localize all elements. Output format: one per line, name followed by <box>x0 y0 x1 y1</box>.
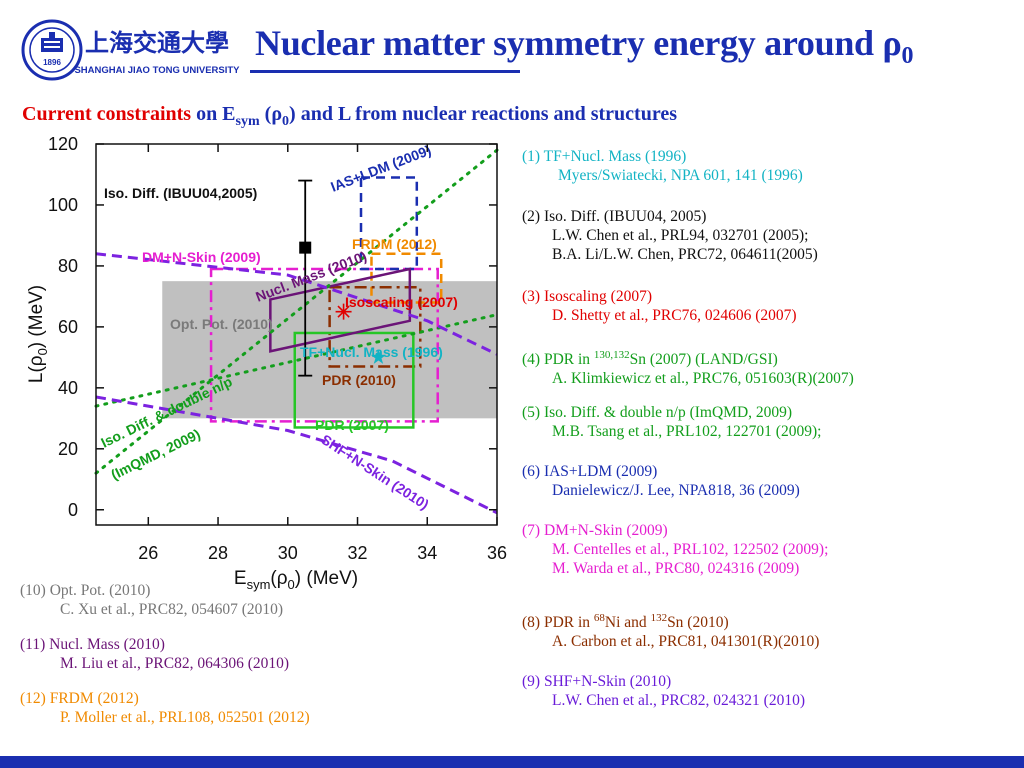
symmetry-energy-chart: Iso. Diff. (IBUU04,2005) IAS+LDM (2009)FR… <box>26 134 507 592</box>
page-title: Nuclear matter symmetry energy around ρ0 <box>255 22 913 70</box>
axis-ticks: 26 28 30 32 34 36 0 20 40 60 80 100 120 <box>48 134 507 563</box>
reference-right-9: (9) SHF+N-Skin (2010) L.W. Chen et al., P… <box>522 672 805 710</box>
subtitle-blue-b: (ρ <box>259 103 283 125</box>
reference-title: (3) Isoscaling (2007) <box>522 288 652 305</box>
reference-title: (10) Opt. Pot. (2010) <box>20 582 151 599</box>
annotation-tf-nucl-mass-1996: TF+Nucl. Mass (1996) <box>300 344 443 360</box>
annotation-dm-n-skin-2009: DM+N-Skin (2009) <box>142 249 261 265</box>
reference-citation: L.W. Chen et al., PRL94, 032701 (2005); <box>552 227 809 244</box>
logo-chinese-name: 上海交通大學 <box>85 28 229 57</box>
line-dm-n-skin-2009-2 <box>95 252 498 356</box>
reference-title: (2) Iso. Diff. (IBUU04, 2005) <box>522 208 707 225</box>
title-text: Nuclear matter symmetry energy around ρ <box>255 23 902 63</box>
footer-bar <box>0 756 1024 768</box>
reference-citation: M.B. Tsang et al., PRL102, 122701 (2009)… <box>552 423 822 440</box>
reference-right-3: (3) Isoscaling (2007) D. Shetty et al., P… <box>522 287 797 325</box>
region-ias-ldm-2009 <box>359 176 419 271</box>
reference-citation: A. Carbon et al., PRC81, 041301(R)(2010) <box>552 633 820 651</box>
reference-right-6: (6) IAS+LDM (2009) Danielewicz/J. Lee, NP… <box>522 462 800 500</box>
x-tick-label-36: 36 <box>487 543 507 563</box>
point-isoscaling-2007 <box>335 303 352 320</box>
y-tick-label-80: 80 <box>58 256 78 276</box>
constraint-points <box>298 179 387 377</box>
reference-title: (7) DM+N-Skin (2009) <box>522 522 668 539</box>
slide-subtitle: Current constraints on Esym (ρ0) and L f… <box>22 103 677 130</box>
reference-citation: A. Klimkiewicz et al., PRC76, 051603(R)(… <box>552 370 854 388</box>
annotation-pdr-2010: PDR (2010) <box>322 372 396 388</box>
reference-left-1: (10) Opt. Pot. (2010) C. Xu et al., PRC82… <box>20 581 283 619</box>
y-tick-label-20: 20 <box>58 439 78 459</box>
reference-citation: Danielewicz/J. Lee, NPA818, 36 (2009) <box>552 482 800 499</box>
reference-left-2: (11) Nucl. Mass (2010) M. Liu et al., PRC… <box>20 635 289 673</box>
reference-right-4: (4) PDR in 130,132Sn (2007) (LAND/GSI) A.… <box>522 346 854 388</box>
region-dm-n-skin-2009 <box>209 267 439 423</box>
reference-citation: Myers/Swiatecki, NPA 601, 141 (1996) <box>558 167 803 184</box>
reference-right-2: (2) Iso. Diff. (IBUU04, 2005) L.W. Chen e… <box>522 207 818 264</box>
reference-title: (8) PDR in 68Ni and 132Sn (2010) <box>522 612 729 632</box>
reference-citation: M. Centelles et al., PRL102, 122502 (200… <box>552 541 829 558</box>
x-tick-label-32: 32 <box>348 543 368 563</box>
reference-title: (1) TF+Nucl. Mass (1996) <box>522 148 687 165</box>
constraint-lines <box>94 148 499 515</box>
reference-right-7: (7) DM+N-Skin (2009) M. Centelles et al.,… <box>522 521 828 578</box>
subtitle-blue-a: on E <box>191 103 236 125</box>
subtitle-red: Current constraints <box>22 103 192 125</box>
annotation-isoscaling-2007: Isoscaling (2007) <box>345 294 458 310</box>
reference-citation: P. Moller et al., PRL108, 052501 (2012) <box>60 709 310 726</box>
x-tick-label-34: 34 <box>417 543 437 563</box>
y-axis-label: L(ρ0) (MeV) <box>26 285 50 383</box>
x-tick-label-30: 30 <box>278 543 298 563</box>
title-underline <box>250 70 520 73</box>
line-iso-diff-double-n-p-imqmd-2009-1 <box>94 313 499 408</box>
reference-title: (4) PDR in 130,132Sn (2007) (LAND/GSI) <box>522 349 778 369</box>
y-tick-label-120: 120 <box>48 134 78 154</box>
point-tf-nucl-mass-1996 <box>370 349 387 364</box>
region-pdr-2010 <box>328 286 422 368</box>
plot-frame <box>95 143 498 526</box>
y-tick-label-0: 0 <box>68 500 78 520</box>
reference-citation: D. Shetty et al., PRC76, 024606 (2007) <box>552 307 797 324</box>
y-tick-label-100: 100 <box>48 195 78 215</box>
reference-title: (6) IAS+LDM (2009) <box>522 463 658 480</box>
reference-title: (9) SHF+N-Skin (2010) <box>522 673 672 690</box>
subtitle-blue-c: ) and L from nuclear reactions and struc… <box>289 103 677 125</box>
y-tick-label-40: 40 <box>58 378 78 398</box>
x-tick-label-28: 28 <box>208 543 228 563</box>
x-axis-label: Esym(ρ0) (MeV) <box>234 568 358 592</box>
reference-citation: L.W. Chen et al., PRC82, 024321 (2010) <box>552 692 806 709</box>
reference-citation: B.A. Li/L.W. Chen, PRC72, 064611(2005) <box>552 246 818 263</box>
annotation-iso-diff-ibuu04-2005: Iso. Diff. (IBUU04,2005) <box>104 185 257 201</box>
annotation-opt-pot-2010: Opt. Pot. (2010) <box>170 316 273 332</box>
university-logo: 1896 上海交通大學 SHANGHAI JIAO TONG UNIVERSIT… <box>20 18 240 82</box>
title-subscript: 0 <box>901 43 914 70</box>
constraint-regions <box>162 176 497 429</box>
reference-right-8: (8) PDR in 68Ni and 132Sn (2010) A. Carbo… <box>522 609 819 651</box>
reference-citation: C. Xu et al., PRC82, 054607 (2010) <box>60 601 284 618</box>
reference-title: (12) FRDM (2012) <box>20 690 139 707</box>
logo-year: 1896 <box>43 58 61 67</box>
annotation-frdm-2012: FRDM (2012) <box>352 236 437 252</box>
line-shf-n-skin-2010-3 <box>95 395 498 515</box>
logo-english-name: SHANGHAI JIAO TONG UNIVERSITY <box>74 65 240 76</box>
reference-citation: M. Warda et al., PRC80, 024316 (2009) <box>552 560 800 577</box>
point-iso-diff-ibuu04-2005 <box>299 241 312 254</box>
reference-left-3: (12) FRDM (2012) P. Moller et al., PRL108… <box>20 689 310 727</box>
reference-citation: M. Liu et al., PRC82, 064306 (2010) <box>60 655 290 672</box>
y-tick-label-60: 60 <box>58 317 78 337</box>
reference-title: (11) Nucl. Mass (2010) <box>20 636 165 653</box>
x-tick-label-26: 26 <box>138 543 158 563</box>
annotation-pdr-2007: PDR (2007) <box>315 417 389 433</box>
reference-right-5: (5) Iso. Diff. & double n/p (ImQMD, 2009… <box>522 403 821 441</box>
subtitle-sub-b: 0 <box>282 114 290 129</box>
reference-title: (5) Iso. Diff. & double n/p (ImQMD, 2009… <box>522 404 793 421</box>
region-nucl-mass-2010 <box>269 267 412 353</box>
subtitle-sub-a: sym <box>235 114 260 129</box>
reference-right-1: (1) TF+Nucl. Mass (1996) Myers/Swiatecki,… <box>522 147 803 185</box>
